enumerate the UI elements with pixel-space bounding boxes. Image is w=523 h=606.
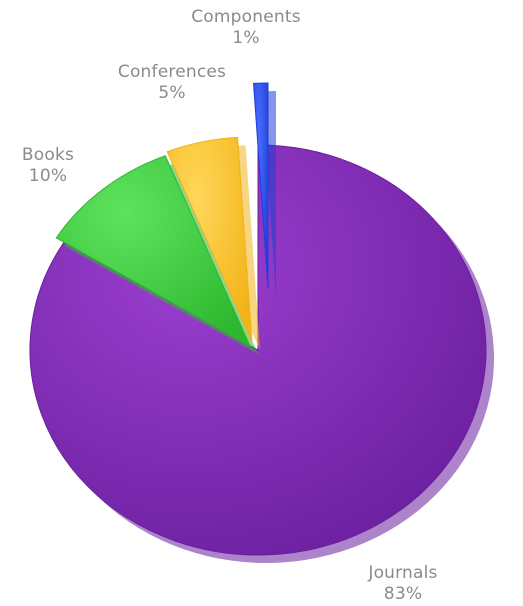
slice-label-books: Books — [22, 145, 74, 165]
slice-books — [55, 155, 252, 348]
slice-label-journals: Journals — [367, 563, 437, 583]
slice-label-components: Components — [191, 7, 301, 27]
slice-label-conferences: Conferences — [118, 62, 226, 82]
slice-conferences — [166, 136, 253, 343]
slice-components — [253, 82, 269, 289]
slice-journals — [29, 144, 487, 556]
slice-percent-components: 1% — [232, 28, 259, 48]
slice-percent-conferences: 5% — [158, 83, 185, 103]
slice-percent-journals: 83% — [384, 584, 422, 604]
slice-percent-books: 10% — [29, 166, 67, 186]
